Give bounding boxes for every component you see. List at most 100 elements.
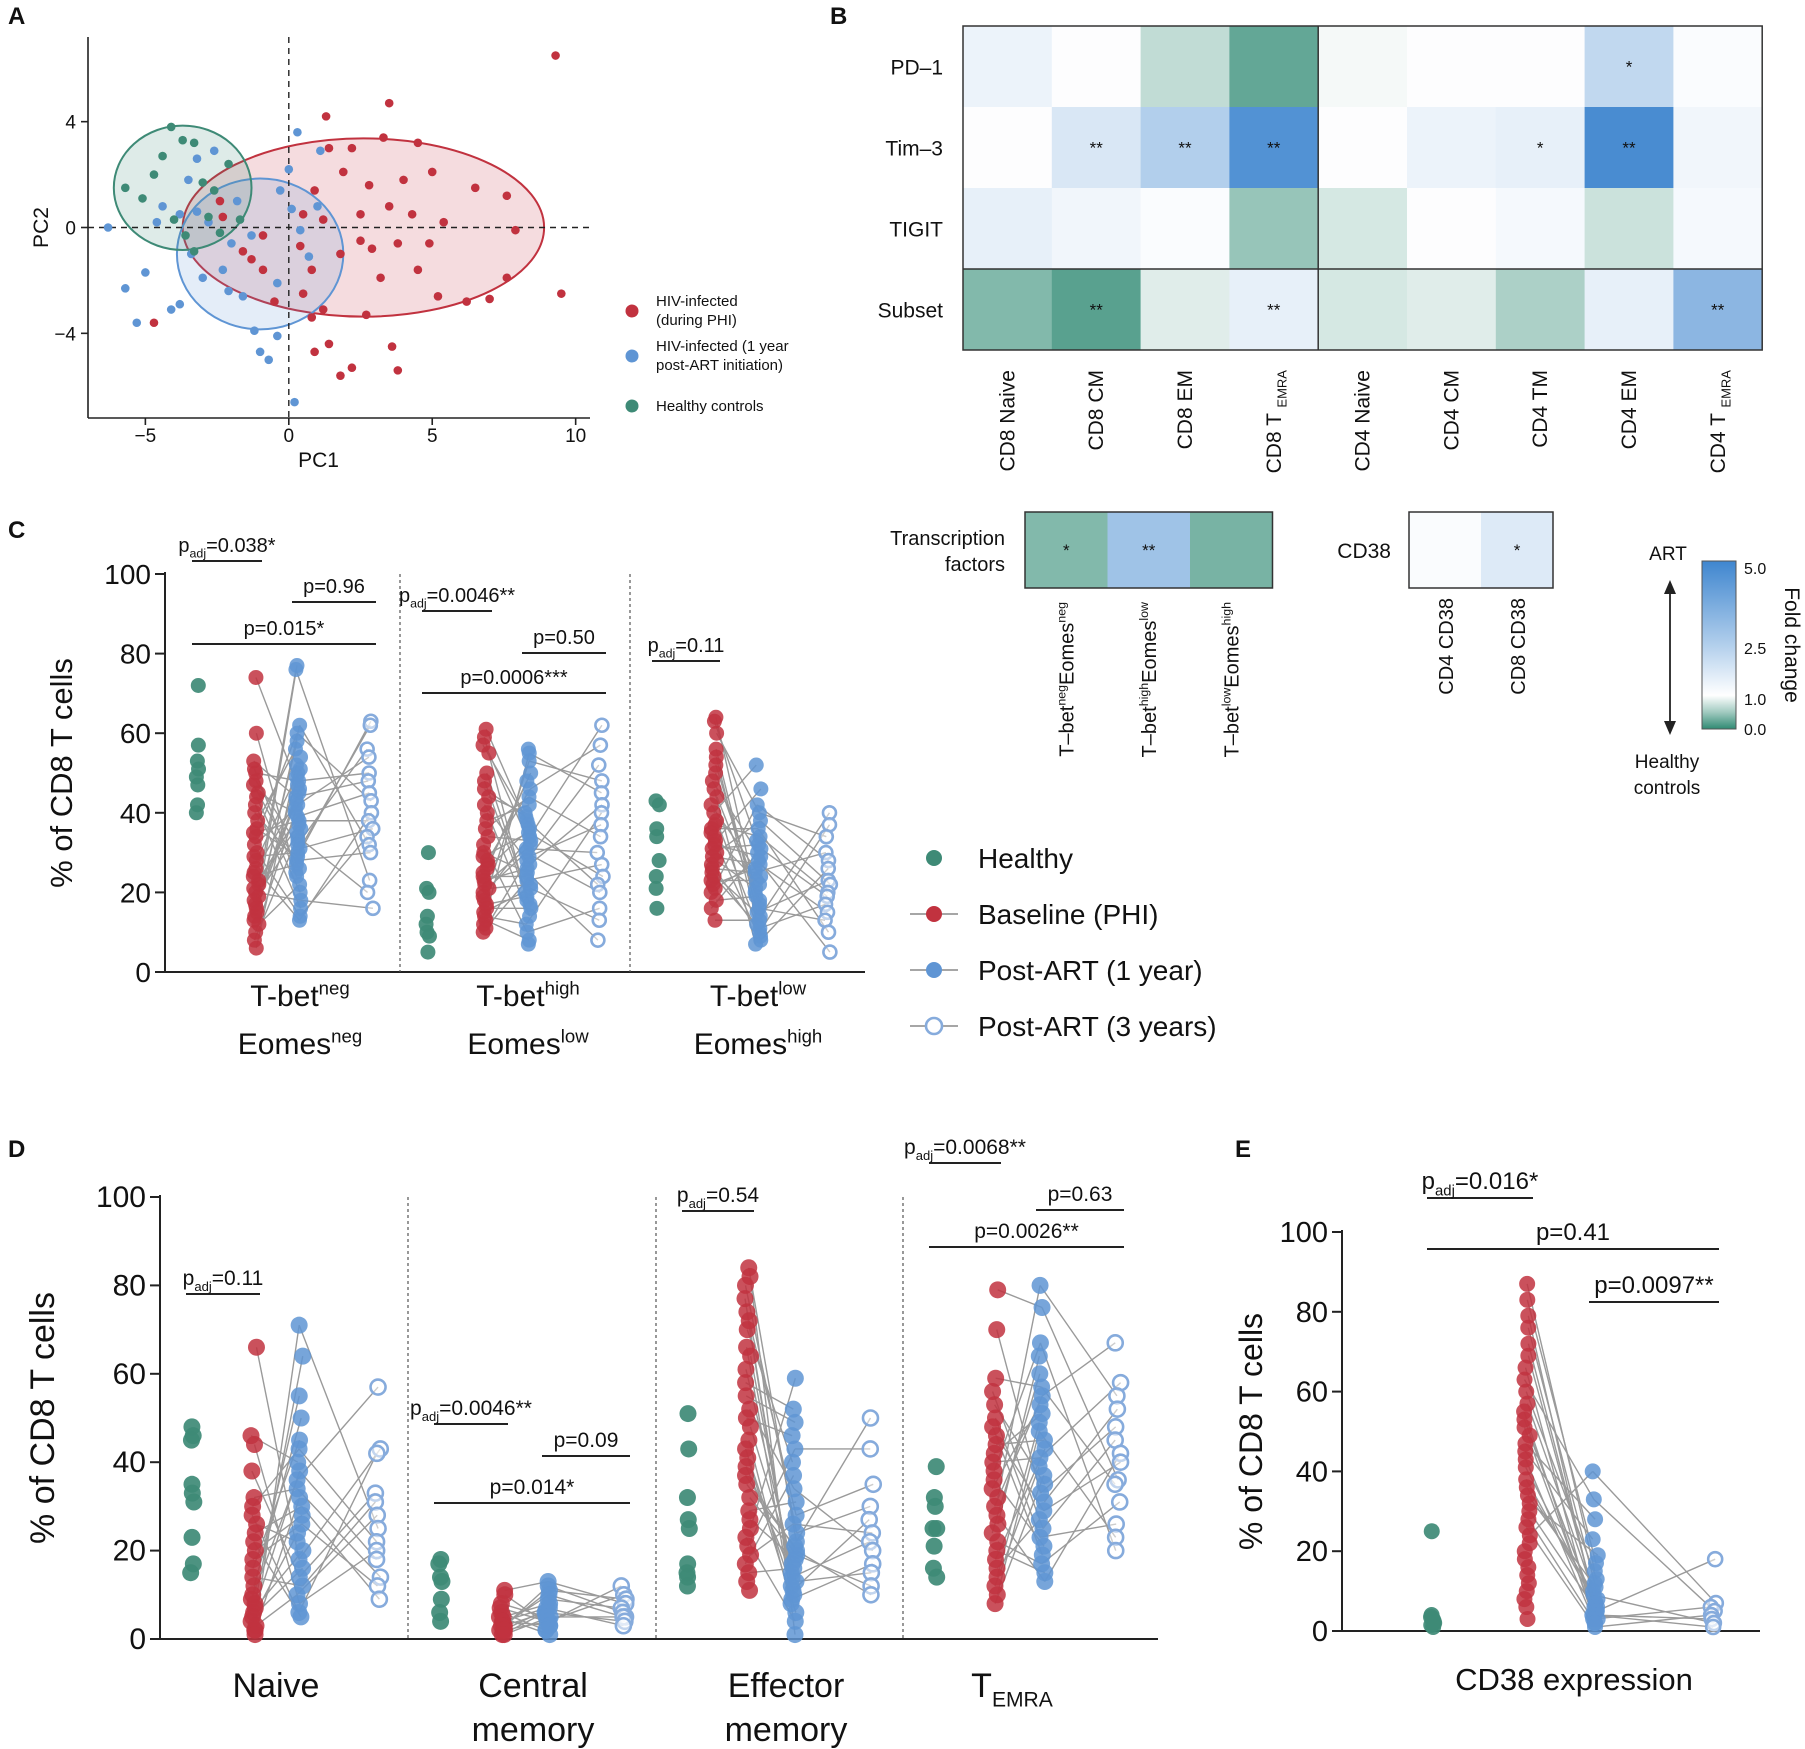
pca-point-s0-36 — [218, 212, 228, 222]
c-bracket-label-g1-0-part: p — [399, 585, 410, 607]
c-bracket-label-g1-2: p=0.0006*** — [460, 667, 568, 689]
d-link-b-g1-7 — [548, 1594, 624, 1618]
d-art1-g1-18 — [541, 1626, 559, 1644]
d-art3-g3-13 — [1106, 1541, 1125, 1560]
pca-legend-label-0-0: HIV-infected — [656, 293, 738, 310]
c-healthy-g2-4 — [651, 853, 667, 869]
c-healthy-g1-0 — [420, 845, 436, 861]
d-bracket-label-g2-0: padj=0.54 — [677, 1184, 760, 1211]
e-link-b-g0-1 — [1592, 1470, 1717, 1604]
pca-point-s2-9 — [204, 212, 213, 222]
c-group-label-bottom-1: Eomeslow — [467, 1026, 589, 1061]
c-group-label-top-0-part: neg — [319, 978, 350, 999]
c-legend-label-3: Post-ART (3 years) — [978, 1011, 1217, 1042]
c-link-b-g2-4 — [756, 804, 829, 862]
d-y-ticklabel-5: 100 — [96, 1181, 146, 1214]
e-link-a-g0-22 — [1528, 1510, 1598, 1612]
c-link-b-g1-8 — [528, 796, 601, 838]
d-link-b-g1-4 — [548, 1598, 622, 1609]
tf-col-label-2-part: low — [1220, 688, 1234, 707]
pca-point-s1-33 — [158, 202, 167, 211]
pca-ellipse-2 — [112, 124, 253, 251]
d-phi-g2-20 — [738, 1475, 756, 1493]
c-bracket-label-g2-0-part: adj — [659, 647, 676, 661]
c-art3-g0-15 — [359, 884, 376, 901]
d-phi-g2-21 — [741, 1489, 759, 1507]
pca-point-s0-41 — [367, 244, 377, 253]
pca-y-label: PC2 — [30, 207, 53, 248]
d-art3-g2-11 — [862, 1586, 880, 1604]
d-phi-g2-11 — [737, 1387, 755, 1405]
c-group-label-bottom-0-part: neg — [331, 1026, 362, 1047]
cd38-row-label: CD38 — [1337, 540, 1391, 563]
c-bracket-label-g0-1: p=0.96 — [303, 576, 365, 598]
heat-cell-r3-c5 — [1407, 269, 1497, 351]
e-link-a-g0-21 — [1529, 1502, 1599, 1556]
pca-point-s1-0 — [103, 223, 113, 232]
pca-point-s1-10 — [264, 355, 274, 365]
tf-col-label-2-part: Eomes — [1221, 625, 1243, 687]
c-y-ticklabel-5: 100 — [104, 559, 151, 590]
tf-border — [1024, 511, 1274, 589]
panel-label-a: A — [8, 3, 25, 30]
c-group-label-top-1: T-bethigh — [476, 978, 580, 1013]
d-link-b-g3-4 — [1040, 1426, 1117, 1494]
d-art3-g0-12 — [370, 1590, 389, 1609]
heat-cell-r2-c7 — [1584, 188, 1674, 270]
pca-point-s0-39 — [339, 167, 348, 177]
pca-point-s0-2 — [321, 112, 331, 121]
tf-col-label-1-part: T–bet — [1139, 706, 1161, 758]
e-phi-g0-5 — [1520, 1347, 1537, 1364]
c-link-b-g2-10 — [759, 903, 826, 929]
d-link-b-g2-11 — [796, 1549, 872, 1596]
panel-label-e: E — [1235, 1136, 1251, 1163]
e-bracket-label-g0-2: p=0.0097** — [1594, 1272, 1713, 1299]
cd38-border — [1408, 511, 1554, 589]
c-link-b-g2-14 — [757, 860, 831, 953]
d-art1-g3-1 — [1033, 1299, 1051, 1316]
pca-point-s0-21 — [298, 289, 308, 298]
c-legend-dot-3 — [924, 1016, 944, 1036]
heat-cell-r3-c7 — [1584, 269, 1674, 351]
c-link-b-g1-16 — [526, 871, 599, 941]
d-healthy-g0-2 — [182, 1431, 200, 1449]
heat-cell-r1-c3 — [1229, 107, 1319, 189]
heat-cell-r1-c2 — [1140, 107, 1230, 189]
panel-label-c: C — [8, 517, 25, 544]
c-healthy-g1-6 — [421, 928, 437, 944]
c-bracket-label-g0-2: p=0.015* — [244, 618, 325, 640]
pca-point-s1-15 — [287, 204, 296, 214]
pca-point-s0-12 — [485, 294, 494, 304]
heat-cell-r0-c5 — [1407, 26, 1497, 108]
heat-cell-r1-c1 — [1051, 107, 1142, 189]
pca-point-s1-5 — [198, 273, 208, 283]
d-art3-g3-3 — [1108, 1400, 1127, 1418]
pca-x-ticklabel-3: 10 — [565, 426, 586, 447]
heat-cell-r2-c0 — [963, 188, 1053, 270]
d-art1-g3-0 — [1031, 1276, 1049, 1294]
c-group-label-top-2: T-betlow — [710, 978, 807, 1013]
c-art1-g2-0 — [748, 757, 764, 773]
d-art1-g0-0 — [290, 1316, 308, 1334]
heat-star-r1-c7: ** — [1622, 139, 1636, 158]
d-link-b-g1-9 — [546, 1607, 624, 1627]
e-link-a-g0-13 — [1529, 1435, 1598, 1612]
pca-point-s0-32 — [258, 265, 268, 275]
heat-col-label-6: CD4 TM — [1529, 370, 1552, 448]
c-bracket-label-g2-0-part: =0.11 — [675, 635, 724, 657]
e-art1-g0-0 — [1584, 1463, 1601, 1480]
pca-point-s0-40 — [364, 180, 374, 190]
d-art3-g0-2 — [368, 1444, 386, 1463]
d-link-b-g0-5 — [296, 1514, 378, 1596]
pca-point-s0-9 — [511, 225, 520, 235]
e-link-a-g0-23 — [1527, 1518, 1596, 1624]
d-art3-g2-0 — [861, 1409, 880, 1427]
tf-cell-0 — [1025, 512, 1108, 588]
panel-label-b: B — [830, 3, 847, 30]
d-link-b-g3-7 — [1043, 1461, 1121, 1512]
e-link-b-g0-6 — [1593, 1594, 1715, 1624]
d-bracket-label-g1-0: padj=0.0046** — [410, 1397, 532, 1424]
d-group-label-3-0: TEMRA — [971, 1667, 1054, 1712]
